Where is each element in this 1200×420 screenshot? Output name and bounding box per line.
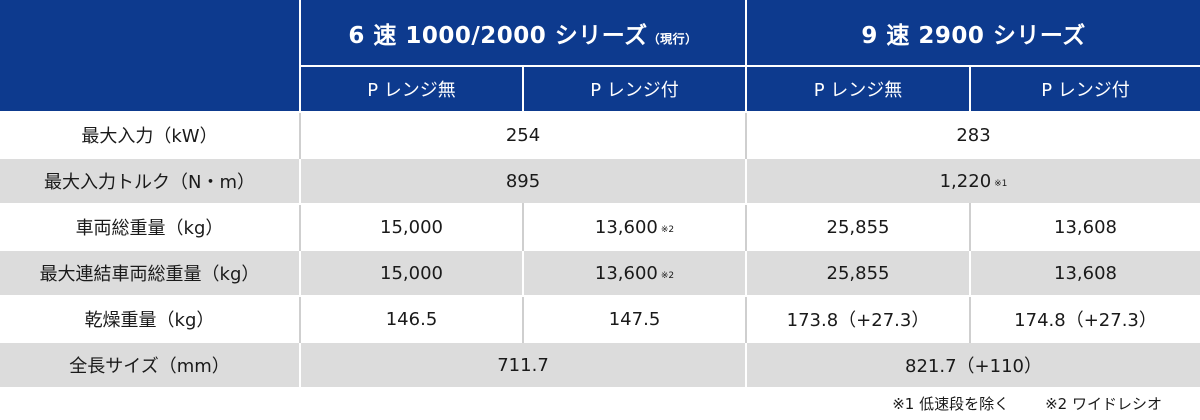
cell-9speed: 283 xyxy=(746,111,1200,158)
row-label: 最大連結車両総重量（kg） xyxy=(0,249,301,296)
subheader-9speed-no-p: P レンジ無 xyxy=(746,65,972,112)
row-label: 最大入力（kW） xyxy=(0,111,301,158)
footnote-2: ※2 ワイドレシオ xyxy=(1045,395,1162,413)
cell-9speed-no-p: 25,855 xyxy=(746,203,972,250)
subheader-6speed-with-p: P レンジ付 xyxy=(523,65,748,112)
cell-9speed: 1,220 ※1 xyxy=(746,157,1200,204)
header-row-groups: 6 速 1000/2000 シリーズ（現行） 9 速 2900 シリーズ xyxy=(0,0,1200,112)
footnote-marker-2: ※2 xyxy=(660,224,675,235)
cell-9speed-no-p: 173.8（+27.3） xyxy=(746,295,972,342)
cell-value: 13,600 xyxy=(594,216,658,238)
subheader-6speed-no-p: P レンジ無 xyxy=(300,65,524,112)
cell-6speed: 254 xyxy=(300,111,748,158)
footnote-1: ※1 低速段を除く xyxy=(892,395,1010,413)
cell-9speed-no-p: 25,855 xyxy=(746,249,972,296)
footnote-marker-1: ※1 xyxy=(994,178,1008,189)
cell-9speed-with-p: 13,608 xyxy=(970,249,1200,296)
row-label: 乾燥重量（kg） xyxy=(0,295,301,342)
cell-9speed-with-p: 174.8（+27.3） xyxy=(970,295,1200,342)
cell-9speed-with-p: 13,608 xyxy=(970,203,1200,250)
cell-value: 1,220 xyxy=(939,170,992,192)
cell-6speed-no-p: 15,000 xyxy=(300,203,524,250)
header-group-6speed: 6 速 1000/2000 シリーズ（現行） xyxy=(300,0,748,66)
row-label: 最大入力トルク（N・m） xyxy=(0,157,301,204)
header-row-subs: P レンジ無 P レンジ付 P レンジ無 P レンジ付 xyxy=(0,65,1200,112)
group-6speed-title: 6 速 1000/2000 シリーズ xyxy=(348,22,648,49)
table-row: 乾燥重量（kg） 146.5 147.5 173.8（+27.3） 174.8（… xyxy=(0,295,1200,342)
cell-6speed-with-p: 13,600 ※2 xyxy=(523,203,748,250)
spec-table: 6 速 1000/2000 シリーズ（現行） 9 速 2900 シリーズ P レ… xyxy=(0,0,1200,387)
cell-6speed-with-p: 13,600 ※2 xyxy=(523,249,748,296)
group-6speed-current-tag: （現行） xyxy=(647,31,698,46)
cell-6speed: 895 xyxy=(300,157,748,204)
table-row: 最大入力トルク（N・m） 895 1,220 ※1 xyxy=(0,157,1200,204)
cell-value: 13,600 xyxy=(594,262,658,284)
cell-6speed-no-p: 146.5 xyxy=(300,295,524,342)
footnote-marker-2: ※2 xyxy=(660,270,675,281)
header-corner xyxy=(0,0,301,112)
table-row: 最大連結車両総重量（kg） 15,000 13,600 ※2 25,855 13,… xyxy=(0,249,1200,296)
footnotes: ※1 低速段を除く ※2 ワイドレシオ xyxy=(892,393,1162,414)
row-label: 全長サイズ（mm） xyxy=(0,341,301,387)
cell-6speed-with-p: 147.5 xyxy=(523,295,748,342)
header-group-9speed: 9 速 2900 シリーズ xyxy=(746,0,1200,66)
table-row: 最大入力（kW） 254 283 xyxy=(0,111,1200,158)
table-row: 車両総重量（kg） 15,000 13,600 ※2 25,855 13,608 xyxy=(0,203,1200,250)
cell-6speed-no-p: 15,000 xyxy=(300,249,524,296)
cell-6speed: 711.7 xyxy=(300,341,748,387)
row-label: 車両総重量（kg） xyxy=(0,203,301,250)
subheader-9speed-with-p: P レンジ付 xyxy=(970,65,1200,112)
table-row: 全長サイズ（mm） 711.7 821.7（+110） xyxy=(0,341,1200,387)
cell-9speed: 821.7（+110） xyxy=(746,341,1200,387)
group-9speed-title: 9 速 2900 シリーズ xyxy=(861,22,1086,49)
